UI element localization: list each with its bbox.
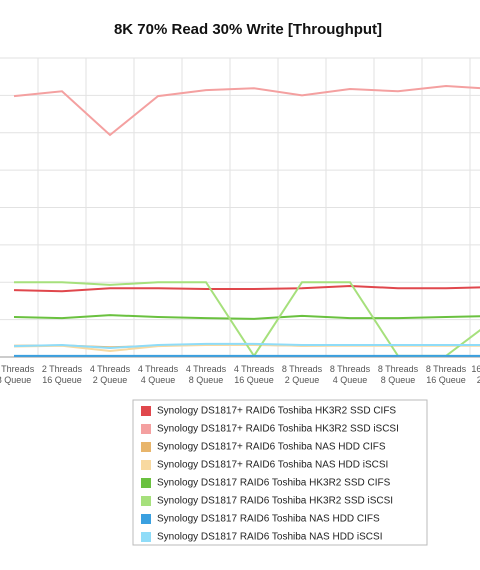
legend-swatch (141, 460, 151, 470)
x-tick-label: 8 Threads 16 Queue (426, 364, 467, 385)
legend-label: Synology DS1817 RAID6 Toshiba HK3R2 SSD … (157, 478, 391, 489)
x-tick-label: 8 Threads 8 Queue (378, 364, 419, 385)
x-tick-label: 8 Threads 2 Queue (282, 364, 323, 385)
legend-label: Synology DS1817+ RAID6 Toshiba HK3R2 SSD… (157, 406, 396, 417)
legend-label: Synology DS1817 RAID6 Toshiba NAS HDD CI… (157, 514, 380, 525)
legend-label: Synology DS1817+ RAID6 Toshiba HK3R2 SSD… (157, 424, 399, 435)
x-tick-label: 4 Threads 16 Queue (234, 364, 275, 385)
x-tick-label: 8 Threads 4 Queue (330, 364, 371, 385)
x-tick-label: 2 Threads 16 Queue (42, 364, 83, 385)
x-tick-label: 4 Threads 2 Queue (90, 364, 131, 385)
x-tick-label: 4 Threads 4 Queue (138, 364, 179, 385)
legend-label: Synology DS1817 RAID6 Toshiba HK3R2 SSD … (157, 496, 393, 507)
legend-label: Synology DS1817+ RAID6 Toshiba NAS HDD i… (157, 460, 388, 471)
legend-label: Synology DS1817 RAID6 Toshiba NAS HDD iS… (157, 532, 382, 543)
legend-label: Synology DS1817+ RAID6 Toshiba NAS HDD C… (157, 442, 386, 453)
chart-title: 8K 70% Read 30% Write [Throughput] (114, 21, 382, 38)
series-line (13, 284, 480, 293)
legend-swatch (141, 424, 151, 434)
series-line (13, 314, 480, 320)
legend-swatch (141, 496, 151, 506)
legend-swatch (141, 442, 151, 452)
x-tick-label: 4 Threads 8 Queue (186, 364, 227, 385)
series-line (13, 85, 480, 137)
legend-swatch (141, 532, 151, 542)
legend-swatch (141, 478, 151, 488)
legend-swatch (141, 514, 151, 524)
legend-swatch (141, 406, 151, 416)
series-line (13, 342, 480, 350)
legend-box (132, 399, 428, 546)
